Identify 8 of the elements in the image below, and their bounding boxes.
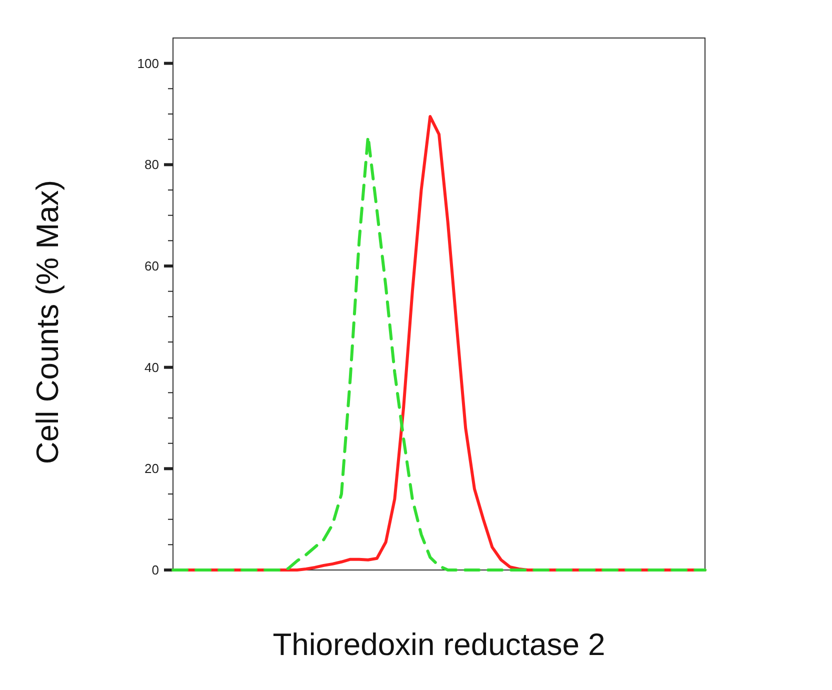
y-tick-label: 60 [144, 258, 159, 274]
y-tick-label: 100 [137, 56, 159, 71]
y-tick-label: 40 [144, 360, 159, 375]
y-tick-label: 0 [152, 562, 159, 578]
y-axis-title: Cell Counts (% Max) [30, 180, 65, 464]
y-tick-label: 80 [144, 157, 159, 172]
x-axis-title: Thioredoxin reductase 2 [272, 627, 606, 662]
y-tick-label: 20 [144, 461, 159, 476]
